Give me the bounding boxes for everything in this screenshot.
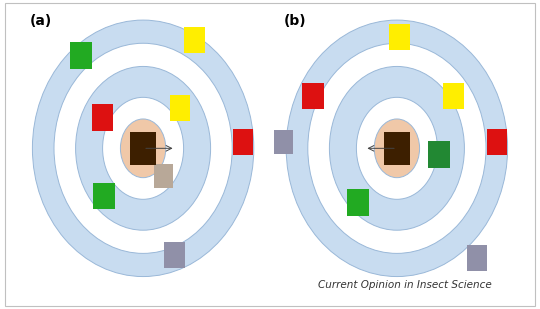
Bar	[487, 129, 507, 155]
Bar	[130, 132, 156, 164]
Bar	[274, 130, 293, 154]
Bar	[384, 132, 410, 164]
Bar	[428, 142, 450, 167]
Bar	[302, 83, 324, 109]
Ellipse shape	[286, 20, 508, 277]
Bar	[233, 129, 253, 155]
Text: (a): (a)	[30, 14, 52, 28]
Bar	[154, 164, 173, 188]
Ellipse shape	[329, 66, 464, 230]
Text: Current Opinion in Insect Science: Current Opinion in Insect Science	[318, 281, 492, 290]
Bar	[184, 27, 205, 53]
Ellipse shape	[32, 20, 254, 277]
Ellipse shape	[76, 66, 211, 230]
Bar	[389, 24, 410, 50]
Ellipse shape	[120, 119, 166, 178]
Bar	[93, 183, 115, 210]
Bar	[467, 245, 487, 271]
Ellipse shape	[374, 119, 420, 178]
Bar	[347, 189, 369, 216]
Ellipse shape	[356, 97, 437, 199]
Ellipse shape	[54, 43, 232, 253]
Ellipse shape	[103, 97, 184, 199]
Bar	[92, 104, 113, 130]
Bar	[443, 83, 464, 109]
Bar	[164, 242, 185, 268]
Text: (b): (b)	[284, 14, 306, 28]
Ellipse shape	[131, 133, 155, 164]
Ellipse shape	[308, 43, 486, 253]
Ellipse shape	[385, 133, 409, 164]
Bar	[70, 42, 92, 69]
Bar	[170, 95, 190, 121]
